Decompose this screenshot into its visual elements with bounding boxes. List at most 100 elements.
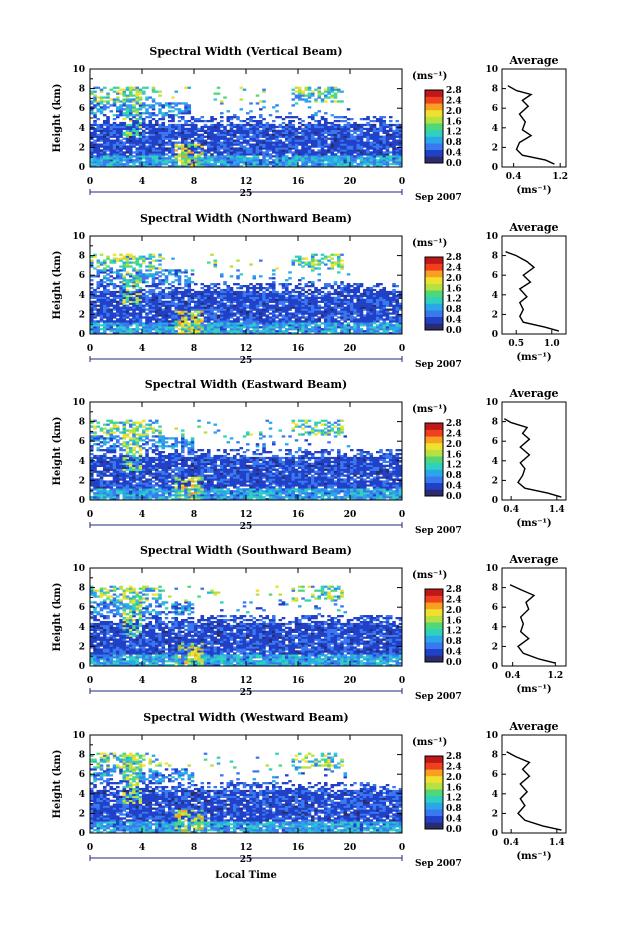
colorbar-swatch bbox=[425, 136, 443, 144]
heatmap-cell bbox=[132, 108, 136, 111]
heatmap-cell bbox=[93, 155, 97, 158]
heatmap-cell bbox=[207, 314, 211, 317]
heatmap-cell bbox=[346, 118, 351, 121]
heatmap-cell bbox=[161, 300, 166, 303]
heatmap-cell bbox=[142, 151, 146, 154]
heatmap-cell bbox=[350, 300, 354, 303]
heatmap-cell bbox=[255, 283, 260, 286]
heatmap-cell bbox=[171, 159, 175, 162]
heatmap-cell bbox=[285, 304, 289, 307]
heatmap-cell bbox=[90, 312, 94, 315]
heatmap-cell bbox=[320, 316, 325, 319]
heatmap-cell bbox=[236, 135, 240, 138]
heatmap-cell bbox=[272, 318, 276, 321]
heatmap-cell bbox=[324, 155, 328, 158]
heatmap-cell bbox=[268, 163, 273, 166]
heatmap-cell bbox=[389, 137, 393, 140]
heatmap-cell bbox=[350, 308, 354, 311]
heatmap-cell bbox=[129, 328, 133, 331]
heatmap-cell bbox=[252, 332, 257, 335]
heatmap-cell bbox=[164, 294, 169, 298]
heatmap-cell bbox=[291, 159, 296, 162]
heatmap-cell bbox=[330, 145, 335, 148]
heatmap-cell bbox=[340, 159, 344, 162]
heatmap-cell bbox=[249, 153, 253, 156]
heatmap-cell bbox=[142, 157, 146, 160]
heatmap-cell bbox=[330, 265, 335, 268]
heatmap-cell bbox=[203, 149, 208, 152]
heatmap-cell bbox=[346, 304, 351, 307]
heatmap-cell bbox=[229, 116, 234, 119]
heatmap-cell bbox=[106, 312, 110, 315]
heatmap-cell bbox=[249, 316, 253, 319]
heatmap-cell bbox=[135, 281, 140, 284]
heatmap-cell bbox=[142, 324, 146, 327]
heatmap-cell bbox=[317, 261, 322, 264]
heatmap-cell bbox=[272, 290, 276, 294]
heatmap-cell bbox=[314, 151, 318, 154]
heatmap-cell bbox=[158, 129, 162, 133]
heatmap-cell bbox=[135, 273, 140, 276]
heatmap-cell bbox=[288, 133, 292, 136]
heatmap-cell bbox=[210, 298, 214, 301]
heatmap-cell bbox=[174, 133, 179, 136]
heatmap-cell bbox=[229, 296, 234, 300]
heatmap-cell bbox=[151, 326, 156, 329]
heatmap-cell bbox=[239, 143, 244, 146]
heatmap-cell bbox=[356, 302, 361, 305]
heatmap-cell bbox=[366, 310, 370, 313]
heatmap-cell bbox=[119, 288, 123, 292]
heatmap-cell bbox=[275, 159, 279, 162]
heatmap-cell bbox=[164, 300, 169, 303]
heatmap-cell bbox=[142, 129, 146, 133]
heatmap-cell bbox=[187, 143, 192, 146]
heatmap-cell bbox=[356, 143, 361, 146]
heatmap-cell bbox=[372, 145, 377, 148]
heatmap-cell bbox=[337, 298, 341, 301]
heatmap-cell bbox=[106, 159, 110, 162]
heatmap-cell bbox=[96, 273, 101, 276]
heatmap-cell bbox=[304, 283, 309, 286]
heatmap-cell bbox=[213, 306, 218, 309]
heatmap-cell bbox=[385, 153, 390, 156]
heatmap-cell bbox=[379, 155, 383, 158]
heatmap-cell bbox=[171, 119, 175, 123]
heatmap-cell bbox=[194, 314, 198, 317]
heatmap-cell bbox=[398, 326, 403, 329]
heatmap-cell bbox=[278, 312, 283, 315]
heatmap-cell bbox=[340, 157, 344, 160]
heatmap-cell bbox=[184, 285, 188, 288]
heatmap-cell bbox=[395, 161, 400, 164]
heatmap-cell bbox=[177, 275, 182, 278]
heatmap-cell bbox=[382, 286, 387, 290]
heatmap-cell bbox=[291, 143, 296, 146]
avg-x-tick-label: 0.4 bbox=[506, 172, 522, 182]
heatmap-cell bbox=[96, 332, 101, 335]
heatmap-cell bbox=[311, 114, 315, 117]
heatmap-cell bbox=[103, 281, 107, 284]
heatmap-cell bbox=[343, 143, 348, 146]
colorbar-tick-label: 2.0 bbox=[446, 107, 462, 117]
heatmap-cell bbox=[181, 135, 185, 138]
heatmap-cell bbox=[320, 139, 325, 142]
heatmap-cell bbox=[151, 90, 156, 93]
heatmap-cell bbox=[90, 328, 94, 331]
heatmap-cell bbox=[168, 312, 172, 315]
heatmap-cell bbox=[343, 308, 348, 311]
heatmap-cell bbox=[207, 298, 211, 301]
heatmap-cell bbox=[203, 328, 208, 331]
heatmap-cell bbox=[272, 298, 276, 301]
heatmap-cell bbox=[382, 326, 387, 329]
heatmap-cell bbox=[119, 157, 123, 160]
heatmap-cell bbox=[168, 116, 172, 119]
heatmap-cell bbox=[330, 157, 335, 160]
heatmap-cell bbox=[213, 127, 218, 131]
heatmap-cell bbox=[278, 326, 283, 329]
heatmap-cell bbox=[142, 296, 146, 300]
heatmap-cell bbox=[122, 159, 127, 162]
heatmap-cell bbox=[330, 96, 335, 99]
heatmap-cell bbox=[96, 153, 101, 156]
heatmap-cell bbox=[340, 116, 344, 119]
heatmap-cell bbox=[298, 90, 302, 93]
heatmap-cell bbox=[171, 96, 175, 99]
